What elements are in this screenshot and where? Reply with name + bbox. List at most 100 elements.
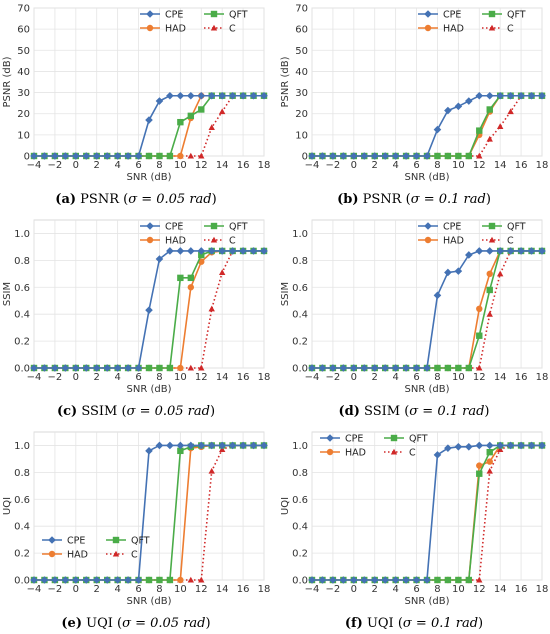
y-tick-label: 0.2: [14, 549, 30, 560]
data-point-had: [476, 462, 483, 469]
y-tick-label: 0.2: [292, 549, 308, 560]
data-point-cpe: [239, 91, 247, 100]
series-line-c: [34, 250, 264, 369]
x-tick-label: 2: [372, 160, 378, 171]
chart-b: −4 −2 0 2 4 6 8 10 12 14 16 18 0 10 20 30 40 50 60 70 SNR (d…: [280, 4, 548, 184]
x-tick-label: 6: [135, 372, 141, 383]
x-tick-label: 12: [195, 584, 208, 595]
data-point-qft: [465, 152, 473, 160]
data-point-qft: [156, 576, 163, 584]
x-axis-label: SNR (dB): [405, 384, 450, 395]
x-axis-label: SNR (dB): [127, 596, 172, 607]
data-point-cpe: [61, 152, 70, 160]
caption-sigma: σ = 0.05 rad: [128, 192, 212, 207]
legend-marker-c: [112, 550, 120, 557]
caption-metric: SSIM: [364, 404, 401, 419]
data-point-cpe: [145, 116, 153, 124]
data-point-cpe: [485, 91, 494, 100]
plot-area: [311, 219, 543, 369]
legend-label-c: C: [131, 550, 138, 561]
data-point-cpe: [207, 91, 216, 100]
legend-marker-had: [424, 236, 432, 244]
y-axis-label: PSNR (dB): [2, 56, 13, 107]
x-axis-label: SNR (dB): [405, 596, 450, 607]
y-tick-label: 0.0: [292, 364, 308, 375]
data-point-cpe: [423, 152, 431, 160]
data-point-cpe: [249, 91, 258, 100]
data-point-cpe: [82, 152, 91, 160]
data-point-qft: [476, 332, 483, 339]
x-tick-label: 16: [515, 160, 528, 171]
data-point-cpe: [176, 247, 185, 255]
data-point-qft: [455, 364, 462, 372]
data-point-cpe: [30, 152, 38, 160]
legend-marker-had: [146, 24, 154, 32]
y-tick-label: 10: [17, 130, 30, 141]
legend-label-had: HAD: [67, 550, 88, 561]
series-line-c: [34, 444, 264, 581]
y-tick-label: 0.6: [292, 283, 308, 294]
data-point-cpe: [433, 291, 442, 300]
data-point-cpe: [433, 125, 442, 134]
x-tick-label: 10: [174, 584, 187, 595]
x-tick-label: −2: [326, 160, 341, 171]
x-axis-label: SNR (dB): [127, 172, 172, 183]
data-point-qft: [187, 274, 195, 282]
data-point-c: [476, 152, 483, 159]
data-point-cpe: [475, 441, 484, 450]
y-tick-label: 60: [295, 25, 308, 36]
data-point-qft: [177, 118, 184, 126]
caption-sigma: σ = 0.1 rad: [409, 404, 485, 419]
y-tick-label: 50: [17, 46, 30, 57]
data-point-cpe: [423, 364, 431, 372]
data-point-qft: [486, 448, 493, 456]
data-point-qft: [434, 152, 441, 160]
legend-label-had: HAD: [165, 24, 186, 35]
x-tick-label: 4: [114, 372, 120, 383]
data-point-cpe: [454, 102, 463, 111]
data-point-cpe: [51, 364, 59, 372]
legend-label-qft: QFT: [507, 10, 526, 21]
data-point-cpe: [113, 152, 122, 160]
data-point-c: [486, 467, 493, 474]
caption-metric: SSIM: [81, 404, 118, 419]
data-point-cpe: [517, 91, 525, 100]
legend-marker-qft: [112, 536, 120, 544]
data-point-cpe: [527, 441, 536, 450]
x-tick-label: 18: [258, 372, 271, 383]
x-axis-label: SNR (dB): [405, 172, 450, 183]
x-tick-label: 16: [515, 372, 528, 383]
y-tick-label: 0.0: [14, 364, 30, 375]
legend-marker-cpe: [146, 10, 154, 18]
legend-label-c: C: [507, 236, 514, 247]
caption-d: (d) SSIM (σ = 0.1 rad): [338, 404, 490, 419]
data-point-had: [177, 152, 184, 160]
data-point-cpe: [72, 152, 80, 160]
x-tick-label: 2: [94, 372, 100, 383]
data-point-cpe: [218, 91, 226, 100]
x-tick-label: 8: [156, 160, 162, 171]
legend-label-qft: QFT: [229, 222, 248, 233]
y-tick-label: 0.4: [14, 310, 30, 321]
y-tick-label: 1.0: [14, 441, 30, 452]
x-tick-label: 0: [351, 372, 357, 383]
y-tick-label: 1.0: [292, 229, 308, 240]
data-point-cpe: [134, 152, 143, 160]
x-tick-label: 8: [434, 584, 440, 595]
x-tick-label: 12: [473, 160, 486, 171]
data-point-cpe: [61, 364, 70, 372]
y-tick-label: 0: [24, 152, 30, 163]
x-tick-label: 18: [536, 372, 549, 383]
chart-d: −4 −2 0 2 4 6 8 10 12 14 16 18 0.0 0.2 0.4 0.6 0.8 1.0 SNR…: [280, 219, 549, 395]
legend-label-cpe: CPE: [165, 10, 183, 21]
y-tick-label: 0.8: [292, 468, 308, 479]
data-point-c: [208, 124, 215, 131]
panel-c: −4 −2 0 2 4 6 8 10 12 14 16 18 0.0 0.2 0.4 0.6 0.8 1.0 SNR…: [0, 212, 272, 422]
data-point-qft: [145, 152, 153, 160]
caption-a: (a) PSNR (σ = 0.05 rad): [55, 192, 217, 207]
data-point-qft: [156, 364, 163, 372]
data-point-cpe: [444, 444, 452, 452]
legend-label-qft: QFT: [131, 536, 150, 547]
y-tick-label: 0: [302, 152, 308, 163]
x-tick-label: 0: [351, 160, 357, 171]
